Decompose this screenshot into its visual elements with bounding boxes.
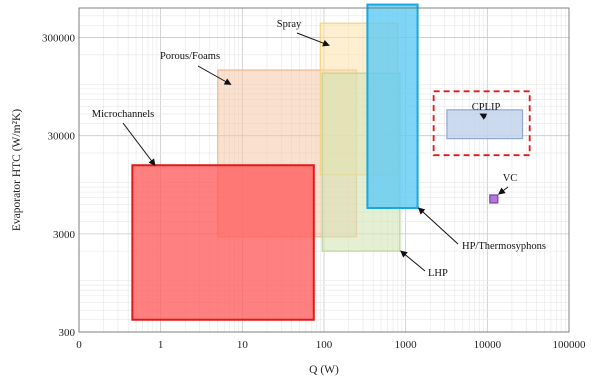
region-hp-thermosyphons: [366, 3, 419, 210]
x-tick-label: 0: [76, 339, 82, 351]
label-microchannels: Microchannels: [92, 109, 154, 120]
arrow-cplip: [479, 113, 488, 120]
x-tick-label: 10: [237, 339, 249, 351]
label-vc: VC: [503, 173, 518, 184]
label-spray: Spray: [277, 19, 302, 30]
arrow-porous-foams: [197, 65, 232, 85]
point-vc: [489, 194, 499, 204]
region-cplip: [446, 109, 524, 140]
label-hp-thermosyphons: HP/Thermosyphons: [462, 241, 546, 252]
axes: [78, 7, 570, 333]
points: [489, 194, 499, 204]
y-tick-label: 300: [59, 327, 76, 339]
region-microchannels: [131, 164, 315, 321]
y-tick-label: 300000: [42, 33, 76, 45]
y-axis-title: Evaporator HTC (W/m²K): [11, 109, 23, 231]
arrow-microchannels: [122, 122, 156, 167]
y-tick-label: 3000: [53, 229, 76, 241]
label-porous-foams: Porous/Foams: [160, 51, 220, 62]
arrow-spray: [296, 32, 330, 47]
label-lhp: LHP: [428, 268, 448, 279]
x-axis-title: Q (W): [309, 364, 339, 376]
regions: [131, 3, 524, 321]
annotations: Spray Porous/Foams Microchannels CPLIP VC HP/…: [92, 19, 546, 279]
x-tick-label: 1: [158, 339, 164, 351]
plot-frame: [78, 7, 570, 333]
x-tick-label: 10000: [474, 339, 502, 351]
arrow-lhp: [400, 250, 426, 272]
x-tick-label: 100: [316, 339, 333, 351]
label-cplip: CPLIP: [472, 102, 501, 113]
x-tick-label: 100000: [553, 339, 587, 351]
arrow-hp-thermosyphons: [417, 207, 459, 245]
arrow-vc: [498, 186, 509, 195]
y-tick-label: 30000: [48, 131, 76, 143]
tick-labels: 0 1 10 100 1000 10000 100000 300 3000 30000 300000: [42, 33, 586, 351]
x-tick-label: 1000: [395, 339, 418, 351]
